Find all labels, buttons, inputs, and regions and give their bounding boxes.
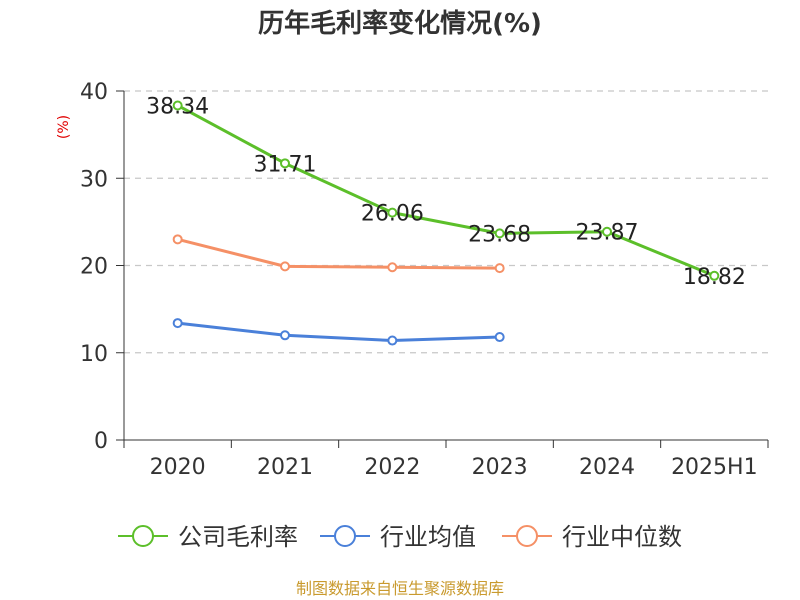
x-tick-label: 2020 bbox=[150, 455, 206, 480]
x-tick-label: 2023 bbox=[472, 455, 528, 480]
data-point bbox=[494, 332, 505, 343]
data-point bbox=[387, 207, 398, 218]
legend-marker bbox=[132, 525, 154, 547]
data-point bbox=[387, 335, 398, 346]
data-label: 18.82 bbox=[683, 265, 746, 290]
data-point bbox=[602, 226, 612, 237]
legend-label: 行业中位数 bbox=[562, 523, 682, 551]
data-point bbox=[172, 318, 183, 329]
chart-title: 历年毛利率变化情况(%) bbox=[258, 8, 542, 39]
data-label: 23.68 bbox=[468, 222, 531, 247]
x-tick-label: 2024 bbox=[579, 455, 635, 480]
data-label: 26.06 bbox=[361, 202, 424, 227]
data-label: 31.71 bbox=[254, 152, 317, 177]
series-group: 38.34 31.71 26.06 23.68 23.87 18.82 bbox=[146, 94, 746, 346]
series-line-company bbox=[176, 104, 715, 278]
data-point bbox=[172, 234, 183, 245]
x-tick-label: 2022 bbox=[364, 455, 420, 480]
source-note: 制图数据来自恒生聚源数据库 bbox=[296, 579, 504, 598]
data-point bbox=[172, 100, 183, 111]
series-line-industry-median bbox=[177, 237, 500, 270]
grid-lines bbox=[124, 90, 768, 354]
data-point bbox=[494, 263, 505, 274]
series-line-industry-avg bbox=[177, 321, 500, 343]
legend[interactable]: 公司毛利率 行业均值 行业中位数 bbox=[118, 523, 682, 551]
legend-label: 行业均值 bbox=[380, 523, 476, 551]
y-tick-label: 30 bbox=[80, 167, 108, 192]
axes: 0 10 20 30 40 2020 2021 2022 2023 2024 2025H1 bbox=[80, 80, 769, 480]
legend-item-industry-avg[interactable]: 行业均值 bbox=[320, 523, 476, 551]
x-tick-label: 2021 bbox=[257, 455, 313, 480]
data-label: 23.87 bbox=[576, 221, 639, 246]
data-point bbox=[280, 261, 290, 272]
legend-item-company[interactable]: 公司毛利率 bbox=[118, 523, 298, 551]
y-tick-label: 40 bbox=[80, 80, 108, 105]
data-label: 38.34 bbox=[146, 94, 209, 119]
y-tick-label: 20 bbox=[80, 255, 108, 280]
data-point bbox=[494, 228, 505, 239]
legend-marker bbox=[334, 525, 356, 547]
y-tick-label: 0 bbox=[94, 429, 108, 454]
data-point bbox=[387, 262, 398, 273]
data-point bbox=[280, 158, 290, 169]
legend-marker bbox=[516, 525, 538, 547]
y-tick-label: 10 bbox=[80, 342, 108, 367]
data-point bbox=[709, 270, 720, 281]
data-point bbox=[280, 330, 290, 341]
x-tick-label: 2025H1 bbox=[671, 455, 758, 480]
legend-label: 公司毛利率 bbox=[178, 523, 298, 551]
legend-item-industry-median[interactable]: 行业中位数 bbox=[502, 523, 682, 551]
y-axis-label: (%) bbox=[56, 115, 72, 139]
